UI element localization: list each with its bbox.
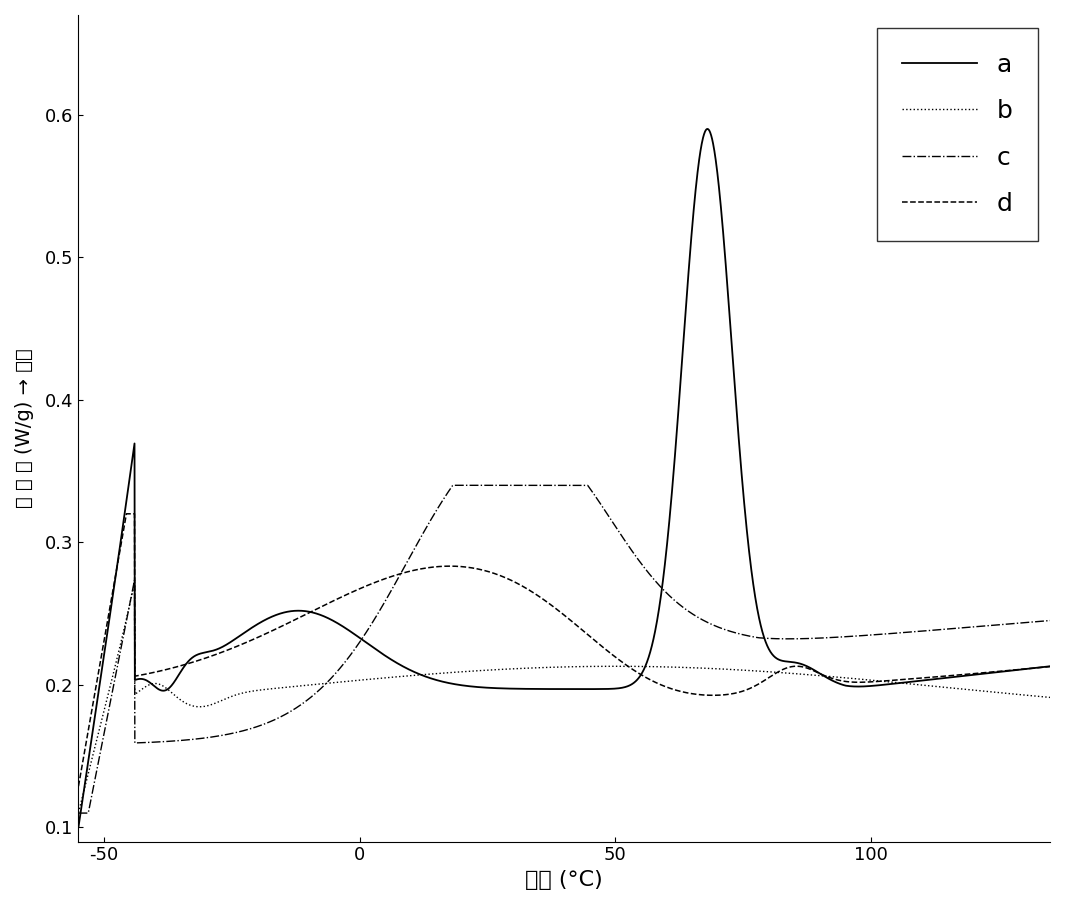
c: [1044, 615, 1056, 626]
b: [487, 664, 499, 675]
d: [445, 561, 458, 572]
c: [241, 724, 253, 735]
c: [444, 482, 457, 493]
a: [72, 822, 85, 833]
d: [920, 672, 933, 683]
c: [446, 480, 459, 491]
Line: c: c: [79, 485, 1050, 813]
X-axis label: 温度 (°C): 温度 (°C): [525, 870, 603, 890]
Legend: a, b, c, d: a, b, c, d: [876, 27, 1037, 241]
b: [1044, 692, 1056, 703]
c: [487, 480, 499, 491]
Line: d: d: [79, 514, 1050, 786]
a: [920, 674, 933, 685]
d: [120, 509, 133, 519]
a: [444, 678, 457, 689]
b: [241, 687, 253, 698]
a: [1044, 661, 1056, 672]
Line: b: b: [79, 583, 1050, 813]
d: [1025, 663, 1037, 674]
b: [72, 807, 85, 818]
c: [1025, 616, 1037, 627]
b: [183, 700, 196, 710]
c: [72, 807, 85, 818]
a: [1025, 663, 1037, 674]
b: [920, 680, 933, 691]
a: [183, 655, 196, 666]
d: [183, 658, 196, 669]
c: [920, 625, 933, 636]
a: [701, 123, 714, 134]
c: [183, 734, 196, 745]
d: [1044, 662, 1056, 672]
d: [487, 567, 499, 578]
b: [128, 577, 141, 588]
b: [445, 667, 458, 678]
a: [241, 625, 253, 636]
Y-axis label: 热 流 量 (W/g) → 吸热: 热 流 量 (W/g) → 吸热: [15, 348, 34, 509]
b: [1025, 691, 1037, 701]
d: [72, 781, 85, 792]
Line: a: a: [79, 129, 1050, 827]
a: [487, 682, 499, 693]
d: [241, 636, 253, 647]
